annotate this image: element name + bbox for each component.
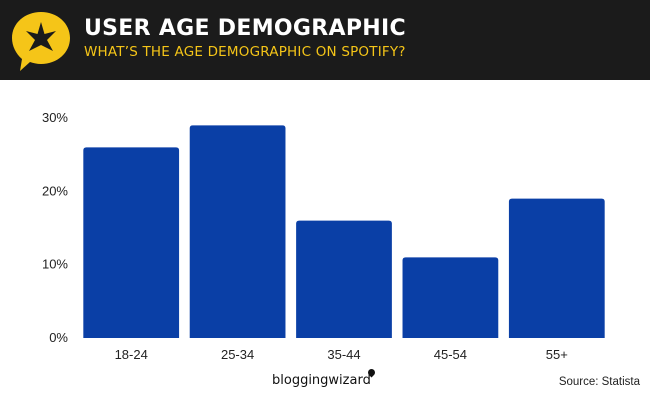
bar-18-24 <box>83 147 180 338</box>
y-tick-label: 30% <box>42 110 68 125</box>
bar-55+ <box>508 198 605 338</box>
bar-chart: 0% 10% 20% 30% 18-24 25-34 35-44 45-54 55+ <box>42 110 605 362</box>
x-tick-label: 55+ <box>546 347 568 362</box>
x-tick-label: 18-24 <box>115 347 148 362</box>
brand-logo: bloggingwizard <box>272 367 377 388</box>
y-tick-label: 20% <box>42 183 68 198</box>
x-tick-label: 35-44 <box>327 347 360 362</box>
y-tick-label: 0% <box>49 330 68 345</box>
header: USER AGE DEMOGRAPHIC WHAT’S THE AGE DEMO… <box>0 0 650 80</box>
chart-subtitle: WHAT’S THE AGE DEMOGRAPHIC ON SPOTIFY? <box>84 44 406 60</box>
y-tick-label: 10% <box>42 257 68 272</box>
bar-35-44 <box>296 220 392 338</box>
bar-25-34 <box>189 125 286 338</box>
x-tick-label: 25-34 <box>221 347 254 362</box>
source-note: Source: Statista <box>558 376 640 388</box>
brand-name: bloggingwizard <box>272 373 371 388</box>
x-tick-label: 45-54 <box>434 347 467 362</box>
bar-45-54 <box>402 257 499 338</box>
chart-title: USER AGE DEMOGRAPHIC <box>84 16 406 41</box>
star-badge-icon <box>12 12 70 71</box>
